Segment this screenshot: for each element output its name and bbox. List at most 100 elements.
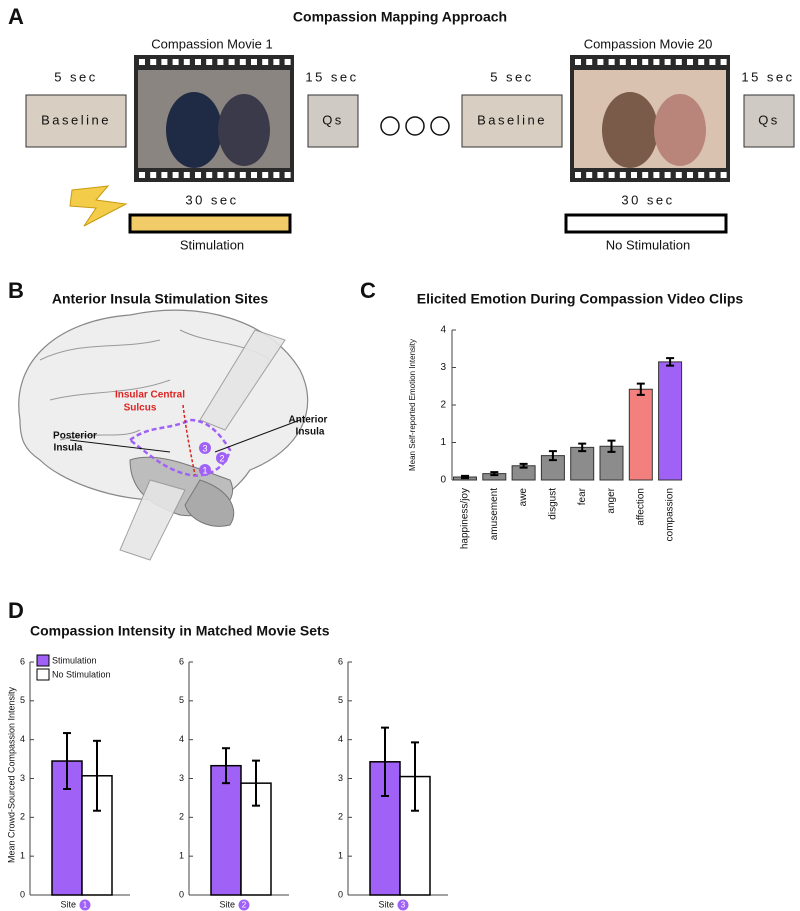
baseline-text: Baseline [477,112,547,127]
site-number: 2 [219,453,224,463]
brain-label: Posterior [53,431,97,442]
y-tick-label: 6 [20,656,25,666]
movie-figure [218,94,270,166]
y-tick-label: 2 [20,812,25,822]
legend-swatch [36,668,50,681]
sprocket [217,172,224,178]
y-tick-label: 1 [440,437,446,448]
y-tick-label: 1 [20,851,25,861]
sprocket [675,172,682,178]
y-tick-label: 3 [179,773,184,783]
sprocket [575,59,581,65]
sprocket [709,59,716,65]
sprocket [150,172,157,178]
sprocket [720,59,727,65]
site-badge [79,899,91,911]
baseline-box [25,94,127,148]
sprocket [172,172,179,178]
sprocket [664,172,671,178]
y-tick-label: 2 [338,812,343,822]
sprocket [239,172,246,178]
chart-title: Elicited Emotion During Compassion Video… [417,291,744,307]
site-number: 3 [202,443,207,453]
sprocket [642,59,649,65]
y-tick-label: 4 [338,734,343,744]
sprocket [653,172,660,178]
sprocket [139,59,145,65]
x-tick-label: awe [518,488,529,507]
sprocket [172,59,179,65]
panel-title: Anterior Insula Stimulation Sites [52,291,268,307]
sprocket [195,172,201,178]
site-marker [216,452,228,464]
ellipsis-dot [430,116,450,136]
brain-label: Sulcus [124,403,157,414]
sprocket [262,59,269,65]
sprocket [653,59,660,65]
panel-label: A [8,4,24,29]
site-marker [199,464,211,476]
sprocket [239,59,246,65]
site-marker [199,442,211,454]
sprocket [687,59,693,65]
sprocket [687,172,693,178]
site-number: 1 [83,901,88,910]
sprocket [228,172,235,178]
sprocket [139,172,145,178]
sprocket [284,59,291,65]
y-tick-label: 1 [179,851,184,861]
baseline-time: 5 sec [54,69,98,84]
sprocket [720,172,727,178]
sprocket [586,172,593,178]
qs-text: Qs [322,112,344,127]
sprocket [262,172,269,178]
brain-label: Insula [54,443,83,454]
site-badge [238,899,250,911]
sprocket [161,172,168,178]
movie-time: 30 sec [185,192,238,207]
x-tick-label: compassion [665,488,676,541]
sprocket [251,59,257,65]
ellipsis-dot [380,116,400,136]
sprocket [206,59,213,65]
brain-illustration [18,309,309,561]
x-label: Site [60,899,76,909]
condition-bar [564,213,728,234]
sprocket [228,59,235,65]
sprocket [183,59,190,65]
movie-figure [602,92,658,168]
chart-title: Compassion Intensity in Matched Movie Se… [30,623,330,639]
y-tick-label: 3 [338,773,343,783]
x-tick-label: disgust [548,488,559,520]
x-tick-label: fear [577,487,588,505]
y-tick-label: 0 [20,889,25,899]
sprocket [273,59,280,65]
bar [210,764,242,896]
bar [628,388,653,481]
x-tick-label: happiness/joy [460,488,471,549]
site-number: 3 [401,901,406,910]
brain-label: Insular Central [115,390,185,401]
y-tick-label: 5 [20,695,25,705]
y-tick-label: 4 [20,734,25,744]
y-tick-label: 5 [179,695,184,705]
site-badge [397,899,409,911]
sprocket [619,172,626,178]
panel-label: C [360,278,376,303]
ellipsis-dot [405,116,425,136]
y-tick-label: 6 [179,656,184,666]
y-tick-label: 0 [338,889,343,899]
x-label: Site [219,899,235,909]
y-tick-label: 4 [440,325,446,336]
sprocket [631,59,637,65]
sprocket [698,172,705,178]
sprocket [664,59,671,65]
sprocket [642,172,649,178]
panel-label: D [8,598,24,623]
y-axis-label: Mean Crowd-Sourced Compassion Intensity [6,686,16,863]
sprocket [608,172,615,178]
legend-label: Stimulation [52,655,97,665]
y-tick-label: 3 [440,362,446,373]
movie-figure [654,94,706,166]
sprocket [195,59,201,65]
